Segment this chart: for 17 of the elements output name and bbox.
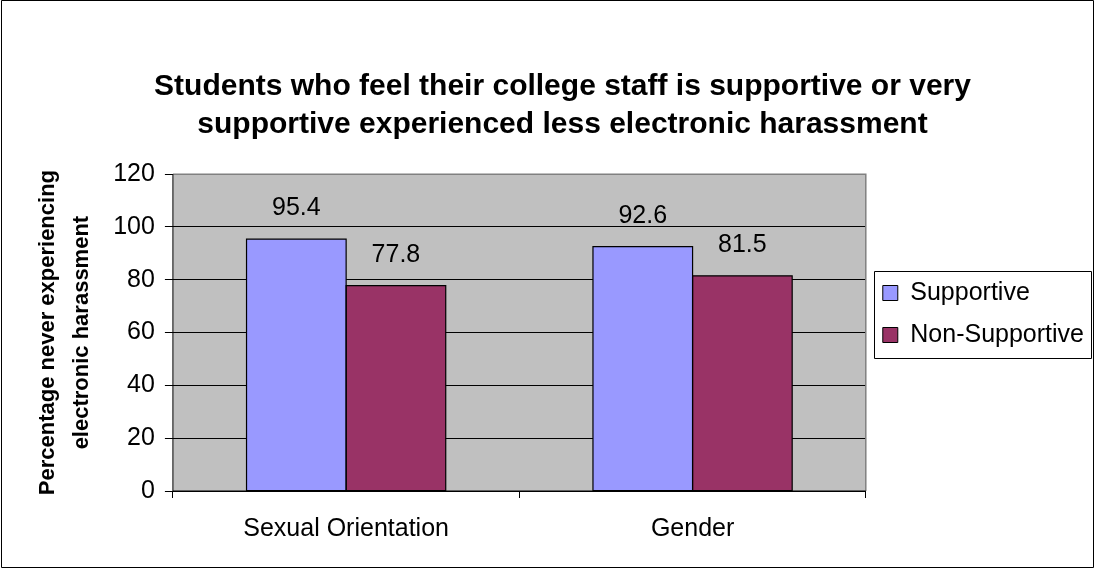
y-tick-label: 120 (113, 158, 155, 187)
x-tick-label: Gender (650, 512, 735, 541)
data-label: 95.4 (272, 192, 321, 221)
legend-label: Supportive (910, 276, 1030, 305)
y-tick-label: 60 (127, 316, 155, 345)
y-tick-label: 0 (141, 474, 155, 503)
data-label: 77.8 (371, 238, 421, 267)
y-axis-title: Percentage never experiencing electronic harassment (34, 169, 94, 496)
y-tick-label: 20 (127, 422, 155, 451)
chart-title: Students who feel their college staff is supportive or very supportive experienced less electronic harassment (154, 68, 972, 140)
y-tick-label: 80 (127, 263, 155, 292)
y-tick-label: 40 (127, 369, 155, 398)
y-tick-label: 100 (113, 210, 155, 239)
data-label: 92.6 (618, 199, 668, 228)
data-label: 81.5 (718, 228, 767, 257)
x-tick-label: Sexual Orientation (243, 512, 449, 541)
legend-label: Non-Supportive (910, 318, 1085, 347)
